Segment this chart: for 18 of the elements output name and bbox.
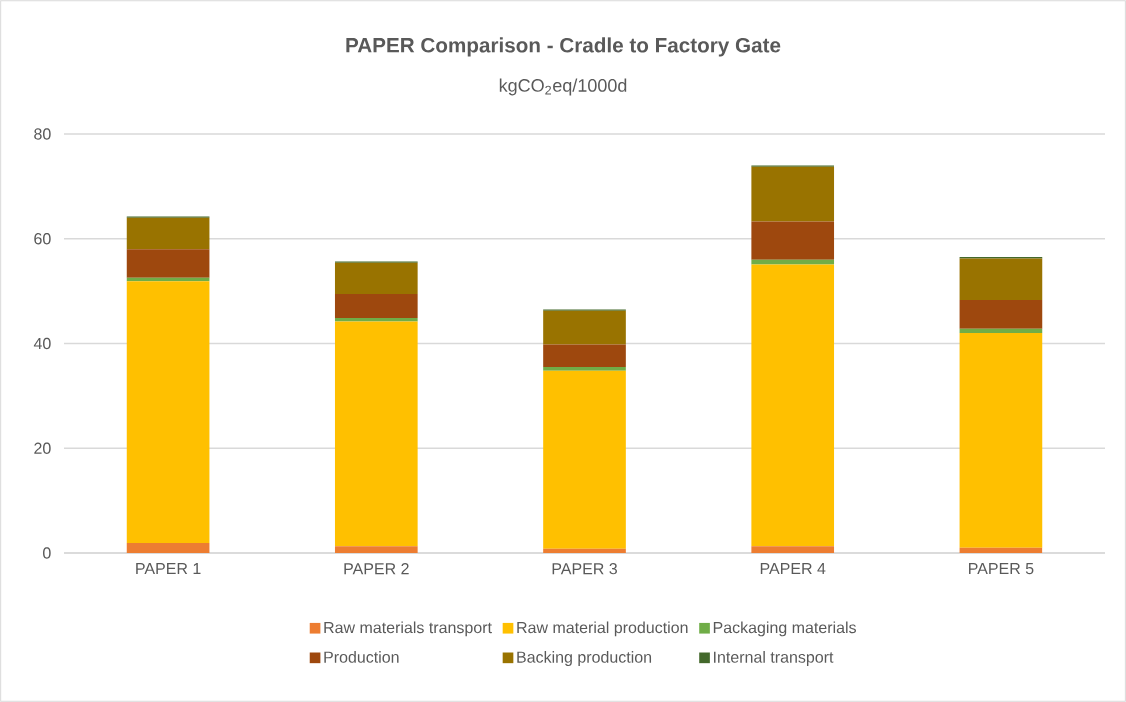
y-tick-label: 20 — [34, 442, 51, 454]
y-tick-label: 40 — [33, 337, 51, 350]
legend-label: Packaging materials — [713, 621, 856, 637]
x-tick-label: PAPER 1 — [136, 563, 201, 575]
legend-label: Raw material production — [517, 621, 688, 637]
legend-label: Backing production — [517, 651, 652, 666]
x-tick-label: PAPER 5 — [969, 563, 1034, 575]
y-tick-label: 60 — [34, 233, 51, 245]
legend-label: Production — [324, 651, 399, 663]
chart-subtitle: kgCO$_{2}$eq/1000d — [499, 78, 627, 96]
y-tick-label: 80 — [34, 128, 51, 140]
x-tick-label: PAPER 3 — [552, 563, 617, 575]
legend-label: Internal transport — [714, 651, 834, 666]
x-tick-label: PAPER 2 — [344, 563, 409, 575]
y-tick-label: 0 — [43, 547, 51, 559]
legend-label: Raw materials transport — [324, 621, 492, 637]
x-tick-label: PAPER 4 — [760, 563, 826, 575]
chart-title: PAPER Comparison - Cradle to Factory Gate — [346, 37, 781, 57]
